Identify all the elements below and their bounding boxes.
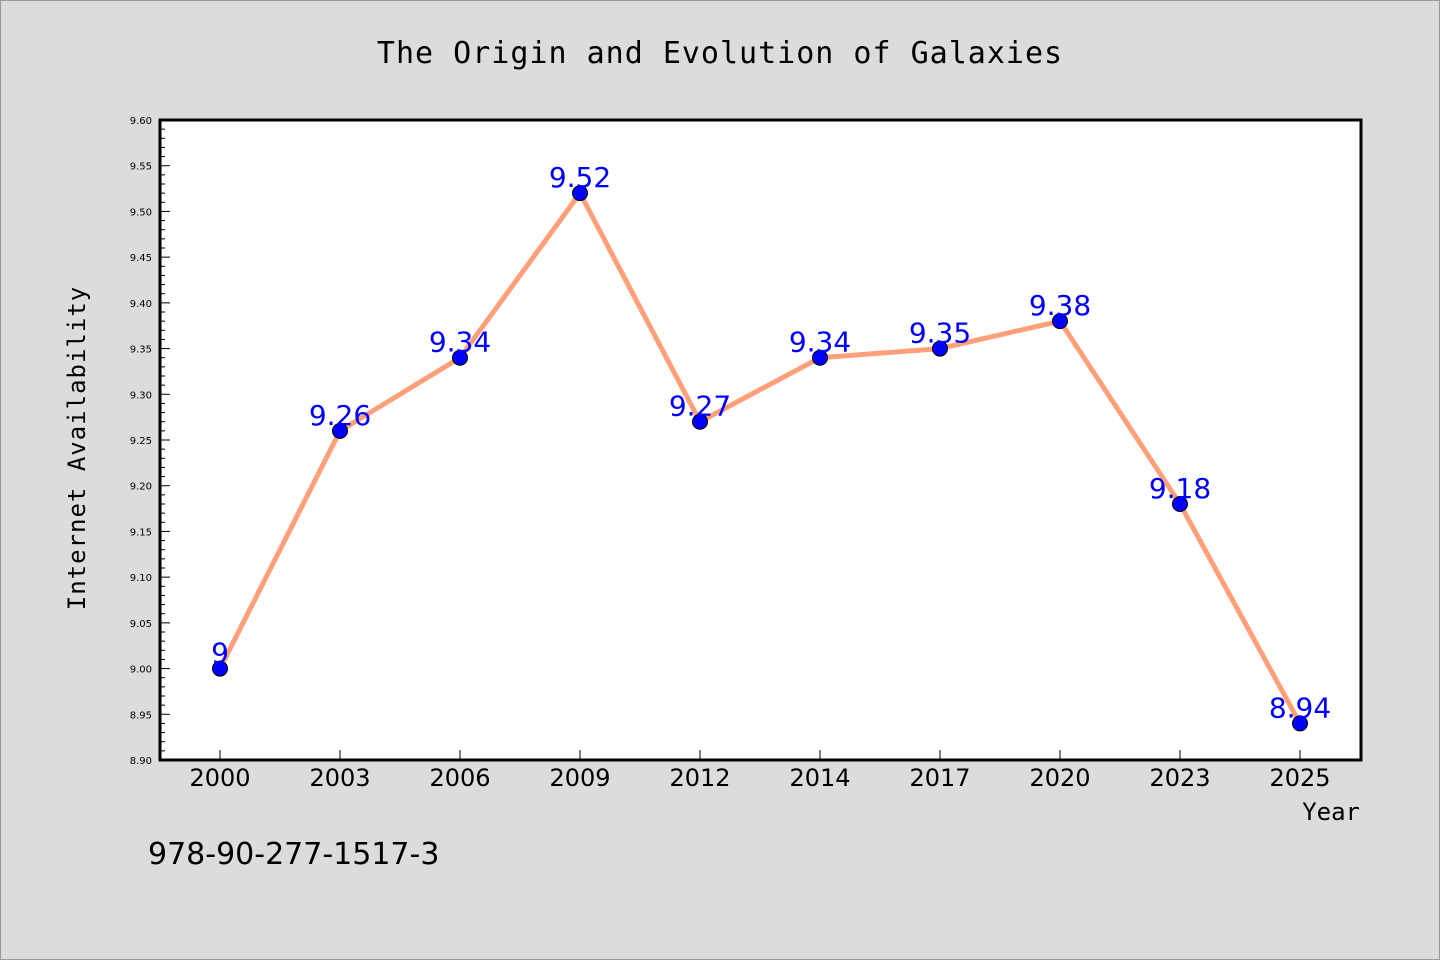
data-label: 9: [211, 637, 229, 670]
x-tick-label: 2025: [1269, 764, 1330, 792]
y-tick-label: 9.25: [130, 436, 152, 447]
data-label: 9.26: [309, 399, 371, 432]
y-tick-label: 9.10: [130, 573, 152, 584]
x-tick-label: 2003: [309, 764, 370, 792]
data-point-marker: [812, 349, 828, 366]
series-layer: [212, 185, 1308, 732]
x-axis: 2000 2003 2006 2009 2012 2014 2017 2020 2023 2025: [189, 750, 1331, 792]
x-tick-label: 2006: [429, 764, 490, 792]
data-label: 9.35: [909, 317, 971, 350]
y-tick-label: 9.15: [130, 527, 152, 538]
x-tick-label: 2014: [789, 764, 850, 792]
x-tick-label: 2020: [1029, 764, 1090, 792]
data-point-marker: [1052, 313, 1068, 330]
data-point-marker: [332, 422, 348, 439]
y-tick-label: 9.05: [130, 619, 152, 630]
y-tick-label: 8.95: [130, 710, 152, 721]
y-tick-label: 8.90: [130, 756, 152, 767]
x-tick-label: 2009: [549, 764, 610, 792]
data-point-marker: [692, 413, 708, 430]
isbn-annotation: 978-90-277-1517-3: [148, 837, 439, 872]
data-point-marker: [932, 340, 948, 357]
y-tick-label: 9.20: [130, 482, 152, 493]
plot-frame: [158, 118, 1363, 762]
x-axis-label: Year: [1302, 798, 1360, 826]
x-tick-label: 2000: [189, 764, 250, 792]
data-point-marker: [572, 185, 588, 202]
data-label: 9.34: [789, 326, 851, 359]
data-label: 9.52: [549, 161, 611, 194]
y-axis-label: Internet Availability: [63, 286, 91, 610]
x-tick-label: 2012: [669, 764, 730, 792]
data-point-marker: [1292, 715, 1308, 732]
y-tick-label: 9.60: [130, 116, 152, 127]
y-tick-label: 9.45: [130, 253, 152, 264]
data-label: 9.27: [669, 390, 731, 423]
x-tick-label: 2017: [909, 764, 970, 792]
data-point-marker: [1172, 496, 1188, 512]
y-tick-label: 9.35: [130, 345, 152, 356]
data-label: 8.94: [1269, 691, 1331, 724]
data-label: 9.38: [1029, 289, 1091, 322]
y-tick-label: 9.30: [130, 390, 152, 401]
series-line: [217, 190, 1303, 726]
data-label: 9.18: [1149, 472, 1211, 505]
data-point-marker: [452, 349, 468, 366]
y-tick-label: 9.50: [130, 207, 152, 218]
y-tick-label: 9.55: [130, 162, 152, 173]
plot-area: [160, 120, 1361, 760]
y-tick-label: 9.40: [130, 299, 152, 310]
x-tick-label: 2023: [1149, 764, 1210, 792]
chart-title: The Origin and Evolution of Galaxies: [377, 36, 1063, 71]
data-point-marker: [212, 660, 228, 677]
y-tick-label: 9.00: [130, 665, 152, 676]
data-labels-layer: 9 9.26 9.34 9.52 9.27 9.34 9.35 9.38 9.18 8.94: [211, 161, 1331, 724]
data-label: 9.34: [429, 326, 491, 359]
